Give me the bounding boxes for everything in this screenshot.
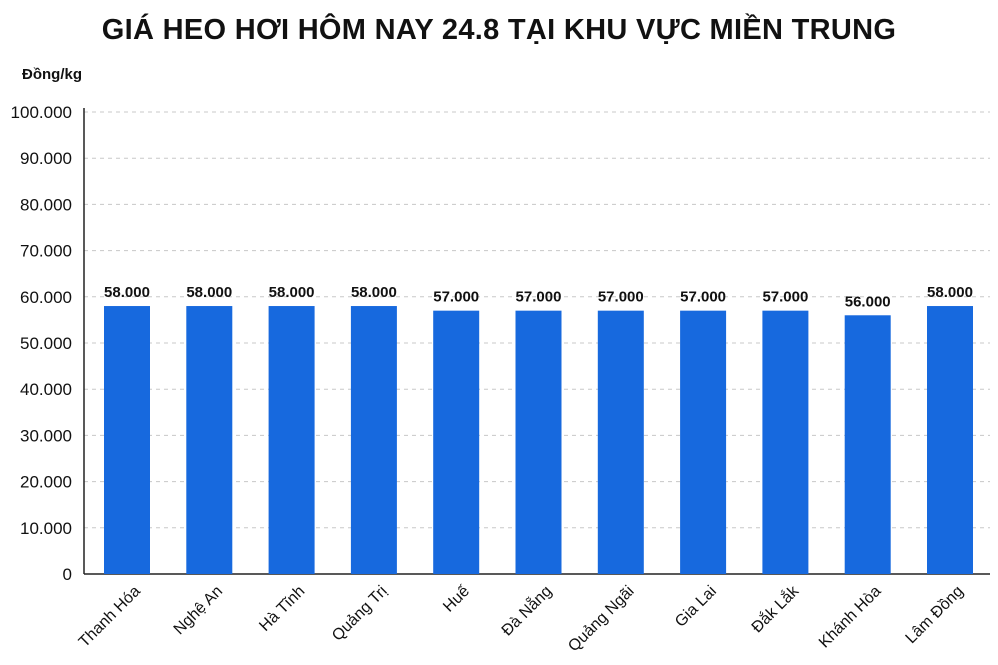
data-label: 57.000	[516, 289, 562, 306]
y-axis-unit-label: Đồng/kg	[22, 66, 82, 83]
y-tick-label: 90.000	[20, 149, 72, 168]
data-label: 58.000	[104, 284, 150, 301]
data-label: 58.000	[351, 284, 397, 301]
bar	[762, 310, 809, 574]
x-tick-label: Đắk Lắk	[747, 581, 803, 637]
bar	[433, 310, 480, 574]
y-tick-label: 80.000	[20, 195, 72, 214]
y-tick-label: 30.000	[20, 426, 72, 445]
data-label: 58.000	[186, 284, 232, 301]
y-tick-label: 40.000	[20, 380, 72, 399]
y-tick-label: 0	[63, 565, 72, 584]
x-tick-label: Nghệ An	[171, 583, 226, 638]
bar	[515, 310, 562, 574]
data-label: 57.000	[598, 289, 644, 306]
x-tick-label: Khánh Hòa	[816, 583, 885, 652]
y-tick-label: 50.000	[20, 334, 72, 353]
bar	[844, 315, 891, 574]
y-tick-label: 100.000	[11, 103, 72, 122]
data-label: 57.000	[680, 289, 726, 306]
x-tick-label: Hà Tĩnh	[256, 583, 308, 635]
y-tick-label: 10.000	[20, 519, 72, 538]
bar	[186, 306, 233, 574]
data-label: 56.000	[845, 293, 891, 310]
data-label: 58.000	[927, 284, 973, 301]
bar	[680, 310, 727, 574]
chart-title: GIÁ HEO HƠI HÔM NAY 24.8 TẠI KHU VỰC MIỀ…	[101, 14, 897, 46]
bar	[350, 306, 397, 574]
bar	[268, 306, 315, 574]
x-tick-label: Huế	[440, 583, 473, 616]
data-label: 57.000	[433, 289, 479, 306]
x-tick-label: Thanh Hóa	[76, 583, 144, 651]
x-tick-label: Quảng Trị	[329, 583, 391, 645]
x-tick-label: Quảng Ngãi	[565, 583, 637, 655]
bar	[104, 306, 150, 574]
y-tick-label: 70.000	[20, 242, 72, 261]
bar	[927, 306, 973, 574]
data-label: 57.000	[762, 289, 808, 306]
data-label: 58.000	[269, 284, 315, 301]
y-tick-label: 20.000	[20, 473, 72, 492]
y-tick-label: 60.000	[20, 288, 72, 307]
x-tick-label: Đà Nẵng	[497, 581, 555, 639]
x-tick-label: Lâm Đồng	[903, 583, 967, 647]
x-tick-label: Gia Lai	[672, 583, 720, 631]
bar	[597, 310, 644, 574]
